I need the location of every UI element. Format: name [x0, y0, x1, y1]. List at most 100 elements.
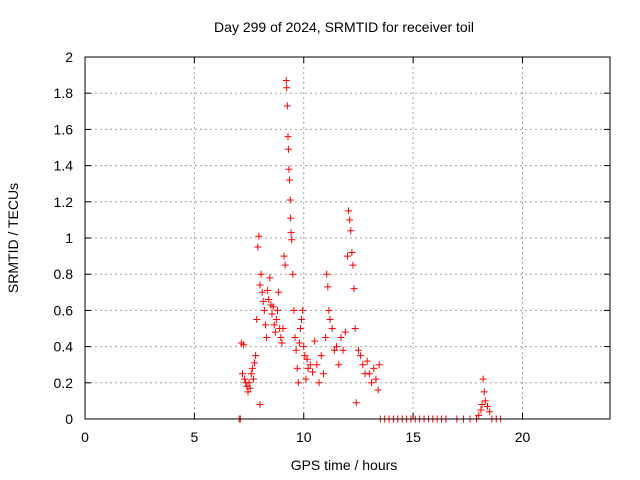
data-point [281, 261, 289, 269]
data-point [326, 315, 334, 323]
data-point [292, 346, 300, 354]
data-point [363, 357, 371, 365]
data-point [293, 364, 301, 372]
data-point [302, 375, 310, 383]
data-point [272, 315, 280, 323]
data-point [335, 361, 343, 369]
y-tick-label: 0 [65, 411, 73, 427]
y-tick-label: 0.6 [54, 302, 74, 318]
data-point [475, 411, 483, 419]
data-point [287, 229, 295, 237]
chart-title: Day 299 of 2024, SRMTID for receiver toi… [214, 19, 474, 35]
data-point [256, 281, 264, 289]
data-point [247, 370, 255, 378]
x-tick-label: 15 [405, 429, 421, 445]
data-point [299, 306, 307, 314]
data-point [287, 214, 295, 222]
y-tick-label: 0.4 [54, 339, 74, 355]
data-point [270, 321, 278, 329]
data-points [235, 77, 505, 423]
data-point [352, 399, 360, 407]
y-axis-label: SRMTID / TECUs [5, 183, 21, 293]
x-tick-label: 5 [190, 429, 198, 445]
data-point [269, 303, 277, 311]
x-tick-label: 10 [296, 429, 312, 445]
data-point [260, 306, 268, 314]
data-point [259, 297, 267, 305]
data-point [478, 401, 486, 409]
data-point [274, 306, 281, 314]
data-point [280, 252, 288, 260]
data-point [295, 339, 303, 347]
data-point [266, 274, 274, 282]
data-point [357, 352, 365, 360]
data-point [479, 375, 487, 383]
data-point [481, 397, 489, 405]
data-point [283, 102, 291, 110]
data-point [365, 370, 373, 378]
data-point [286, 196, 294, 204]
data-point [375, 361, 383, 369]
x-axis-label: GPS time / hours [291, 457, 398, 473]
data-point [346, 216, 354, 224]
data-point [283, 84, 291, 92]
y-tick-label: 1.2 [54, 194, 74, 210]
data-point [294, 379, 302, 387]
data-point [486, 408, 494, 416]
data-point [322, 334, 330, 342]
data-point [246, 384, 254, 392]
data-point [303, 355, 311, 363]
data-point [256, 401, 264, 409]
data-point [309, 368, 316, 376]
data-point [285, 165, 293, 173]
data-point [480, 388, 488, 396]
y-tick-label: 2 [65, 49, 73, 65]
data-point [289, 270, 297, 278]
data-point [252, 352, 260, 360]
data-point [243, 382, 251, 390]
data-point [315, 379, 323, 387]
y-tick-labels: 0 0.2 0.4 0.6 0.8 1 1.2 1.4 1.6 1.8 2 [54, 49, 74, 427]
data-point [290, 306, 298, 314]
data-point [350, 285, 358, 293]
data-point [277, 334, 285, 342]
data-point [245, 379, 253, 387]
data-point [333, 343, 341, 351]
data-point [298, 315, 306, 323]
x-tick-label: 20 [515, 429, 531, 445]
data-point [301, 352, 309, 360]
data-point [288, 236, 296, 244]
data-point [484, 402, 491, 410]
data-point [284, 145, 292, 153]
data-point [325, 306, 333, 314]
data-point [313, 361, 321, 369]
data-point [279, 325, 287, 332]
data-point [251, 359, 259, 367]
data-point [349, 261, 357, 269]
y-tick-label: 1 [65, 230, 73, 246]
data-point [240, 341, 248, 349]
data-point [275, 288, 283, 296]
data-point [328, 325, 336, 332]
data-point [344, 252, 351, 260]
y-tick-label: 1.8 [54, 85, 74, 101]
data-point [347, 227, 355, 235]
data-point [248, 364, 256, 372]
axis-ticks [84, 56, 610, 420]
data-point [265, 296, 273, 304]
data-point [372, 375, 380, 383]
data-point [368, 379, 376, 387]
data-point [351, 325, 359, 332]
data-point [306, 361, 314, 369]
data-point [286, 176, 294, 184]
data-point [268, 310, 276, 318]
data-point [282, 77, 290, 85]
data-point [311, 337, 319, 345]
data-point [323, 270, 331, 278]
data-point [300, 343, 308, 351]
data-point [278, 339, 286, 347]
data-point [317, 352, 325, 360]
data-point [348, 248, 356, 256]
data-point [257, 270, 265, 278]
